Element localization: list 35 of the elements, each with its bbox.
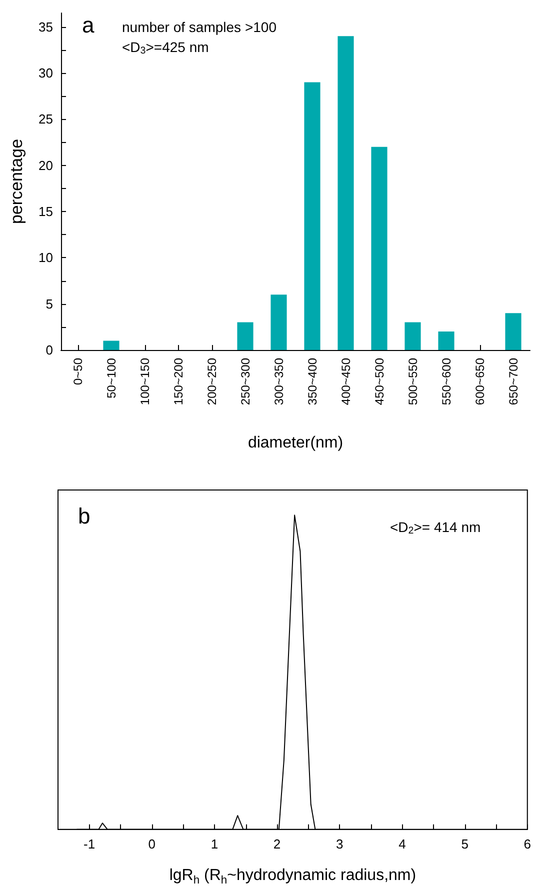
y-axis-title: percentage: [7, 138, 26, 224]
x-tick-label: 600~650: [472, 358, 487, 406]
x-tick-label: 650~700: [506, 358, 520, 406]
y-tick-label: 5: [46, 296, 53, 312]
x-tick-label: 450~500: [372, 358, 386, 406]
x-axis-title: diameter(nm): [248, 434, 344, 452]
x-tick-label: 350~400: [305, 358, 320, 406]
x-tick-label: 250~300: [238, 358, 252, 406]
x-tick-label: 200~250: [204, 358, 219, 406]
x-tick-label: 400~450: [338, 358, 353, 406]
x-tick-label: 6: [524, 836, 531, 852]
annotation: a: [82, 12, 95, 38]
annotation: number of samples >100: [122, 19, 277, 35]
x-tick-label: 50~100: [104, 358, 118, 398]
x-tick-label: 500~550: [406, 358, 420, 406]
y-tick-label: 30: [38, 66, 53, 81]
y-tick-label: 25: [38, 112, 53, 127]
x-tick-label: 2: [273, 836, 281, 852]
annotation: b: [78, 504, 90, 528]
x-tick-label: 550~600: [439, 358, 454, 406]
x-tick-label: 150~200: [171, 358, 186, 406]
x-tick-label: 4: [398, 836, 406, 852]
x-tick-label: 0~50: [70, 358, 85, 386]
y-tick-label: 35: [38, 19, 53, 34]
y-tick-label: 15: [38, 204, 53, 220]
x-tick-label: 5: [461, 836, 468, 852]
x-tick-label: 1: [210, 836, 218, 852]
y-tick-label: 0: [46, 342, 53, 358]
x-tick-label: -1: [84, 836, 96, 852]
x-tick-label: 100~150: [138, 358, 152, 406]
x-tick-label: 0: [148, 836, 156, 852]
x-tick-label: 3: [336, 836, 344, 852]
y-tick-label: 20: [38, 158, 53, 173]
x-tick-label: 300~350: [272, 358, 286, 406]
y-tick-label: 10: [38, 250, 53, 266]
